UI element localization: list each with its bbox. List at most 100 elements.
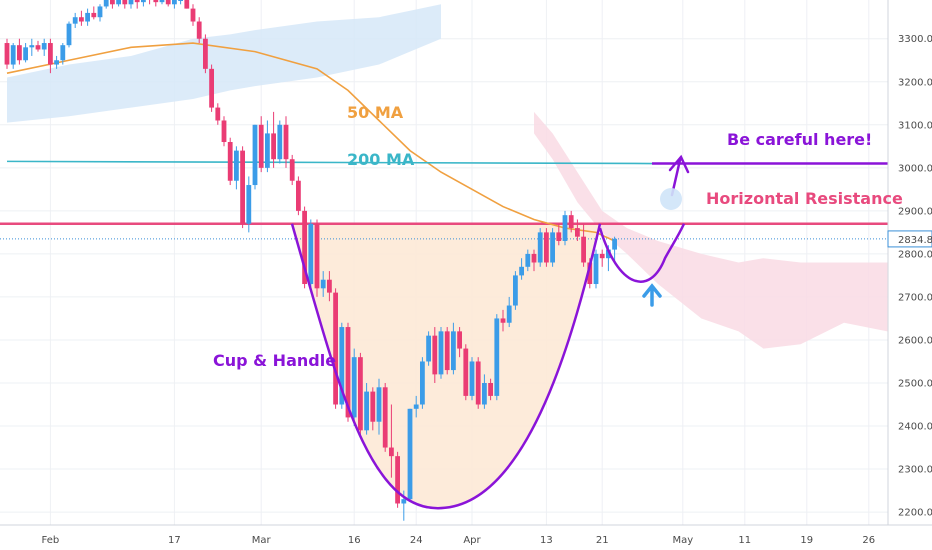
candle-body bbox=[116, 0, 121, 5]
y-tick-label: 2300.0 bbox=[898, 465, 932, 476]
last-price-badge bbox=[887, 230, 932, 248]
ma50-label: 50 MA bbox=[347, 103, 404, 122]
candle-body bbox=[178, 0, 183, 1]
candle-body bbox=[420, 361, 425, 405]
candle-body bbox=[457, 331, 462, 349]
cloud-blue bbox=[7, 4, 441, 123]
ichimoku-cloud bbox=[7, 4, 888, 349]
candle-body bbox=[10, 45, 16, 65]
time-axis: Feb 17 Mar 16 24 Apr 13 21 May 11 19 26 bbox=[0, 524, 932, 550]
candle-body bbox=[289, 159, 295, 181]
x-tick-label: 11 bbox=[738, 535, 751, 546]
candle-body bbox=[35, 45, 41, 50]
x-tick-label: 16 bbox=[348, 535, 361, 546]
candle-body bbox=[271, 133, 276, 160]
candle-body bbox=[79, 17, 84, 22]
x-tick-label: 17 bbox=[168, 535, 181, 546]
candle-body bbox=[475, 361, 481, 405]
y-tick-label: 2800.0 bbox=[898, 249, 932, 260]
moving-average-lines bbox=[6, 42, 653, 242]
handle-line bbox=[598, 223, 686, 283]
candle-body bbox=[339, 327, 345, 405]
candle-body bbox=[407, 408, 413, 500]
candle-body bbox=[246, 185, 252, 224]
candle-body bbox=[227, 142, 233, 181]
candle-body bbox=[85, 12, 90, 22]
x-tick-label: 21 bbox=[596, 535, 609, 546]
candle-body bbox=[221, 120, 227, 143]
candle-body bbox=[54, 60, 59, 65]
x-tick-label: 13 bbox=[540, 535, 553, 546]
candle-body bbox=[550, 232, 555, 263]
y-tick-label: 3200.0 bbox=[898, 77, 932, 88]
candle-body bbox=[141, 0, 146, 3]
candle-body bbox=[575, 228, 580, 237]
candle-body bbox=[556, 232, 562, 241]
candle-body bbox=[66, 23, 72, 46]
candle-body bbox=[438, 331, 444, 375]
up-arrow-blue bbox=[642, 283, 662, 307]
candle-body bbox=[494, 318, 500, 396]
candle-body bbox=[587, 262, 593, 285]
candle-body bbox=[234, 150, 239, 181]
candle-body bbox=[60, 45, 66, 61]
last-price-label: 2834.8 bbox=[898, 235, 932, 246]
y-tick-label: 2400.0 bbox=[898, 422, 932, 433]
candle-body bbox=[165, 0, 171, 5]
ma-line bbox=[6, 160, 653, 165]
candle-body bbox=[72, 17, 78, 24]
candle-body bbox=[364, 391, 369, 431]
candle-body bbox=[376, 387, 382, 422]
candle-body bbox=[519, 266, 524, 276]
candle-body bbox=[333, 292, 338, 405]
x-tick-label: 24 bbox=[410, 535, 423, 546]
candle-body bbox=[327, 279, 332, 293]
candle-body bbox=[97, 6, 103, 18]
y-tick-label: 2600.0 bbox=[898, 335, 932, 346]
candle-body bbox=[370, 391, 376, 422]
candle-body bbox=[581, 236, 586, 263]
candle-body bbox=[599, 253, 605, 259]
candle-body bbox=[184, 0, 190, 9]
candle-body bbox=[252, 124, 258, 186]
candle-body bbox=[283, 124, 289, 160]
y-tick-label: 3000.0 bbox=[898, 163, 932, 174]
candle-body bbox=[463, 348, 469, 396]
price-axis: 2200.0 2300.0 2400.0 2500.0 2600.0 2700.0 2800… bbox=[887, 0, 932, 550]
candle-body bbox=[513, 275, 518, 306]
y-tick-label: 3300.0 bbox=[898, 34, 932, 45]
candles bbox=[4, 0, 617, 521]
y-tick-label: 3100.0 bbox=[898, 120, 932, 131]
x-tick-label: Apr bbox=[463, 535, 481, 546]
candle-body bbox=[128, 0, 134, 5]
candle-body bbox=[451, 331, 456, 371]
candle-body bbox=[444, 331, 450, 371]
candle-body bbox=[103, 0, 109, 7]
candle-body bbox=[134, 0, 140, 3]
time-axis-bg bbox=[0, 525, 932, 550]
candle-body bbox=[506, 305, 512, 323]
resistance-label: Horizontal Resistance bbox=[706, 189, 903, 208]
arrows bbox=[642, 154, 690, 307]
candle-body bbox=[258, 124, 264, 168]
y-tick-label: 2700.0 bbox=[898, 292, 932, 303]
x-tick-label: 26 bbox=[862, 535, 875, 546]
candle-body bbox=[122, 0, 128, 5]
candle-body bbox=[395, 456, 400, 504]
candle-body bbox=[345, 327, 351, 418]
candle-body bbox=[314, 223, 320, 289]
candle-body bbox=[382, 387, 388, 448]
candle-body bbox=[488, 382, 493, 396]
candle-body bbox=[612, 238, 617, 250]
candle-body bbox=[277, 124, 283, 160]
cup-handle-label: Cup & Handle bbox=[213, 351, 336, 370]
candle-body bbox=[593, 253, 599, 285]
x-tick-label: Feb bbox=[42, 535, 60, 546]
horizontal-lines bbox=[0, 162, 920, 240]
candle-body bbox=[568, 215, 574, 229]
ma-line bbox=[6, 42, 615, 242]
candle-body bbox=[308, 223, 314, 285]
candle-body bbox=[500, 318, 506, 323]
candle-body bbox=[320, 279, 326, 289]
